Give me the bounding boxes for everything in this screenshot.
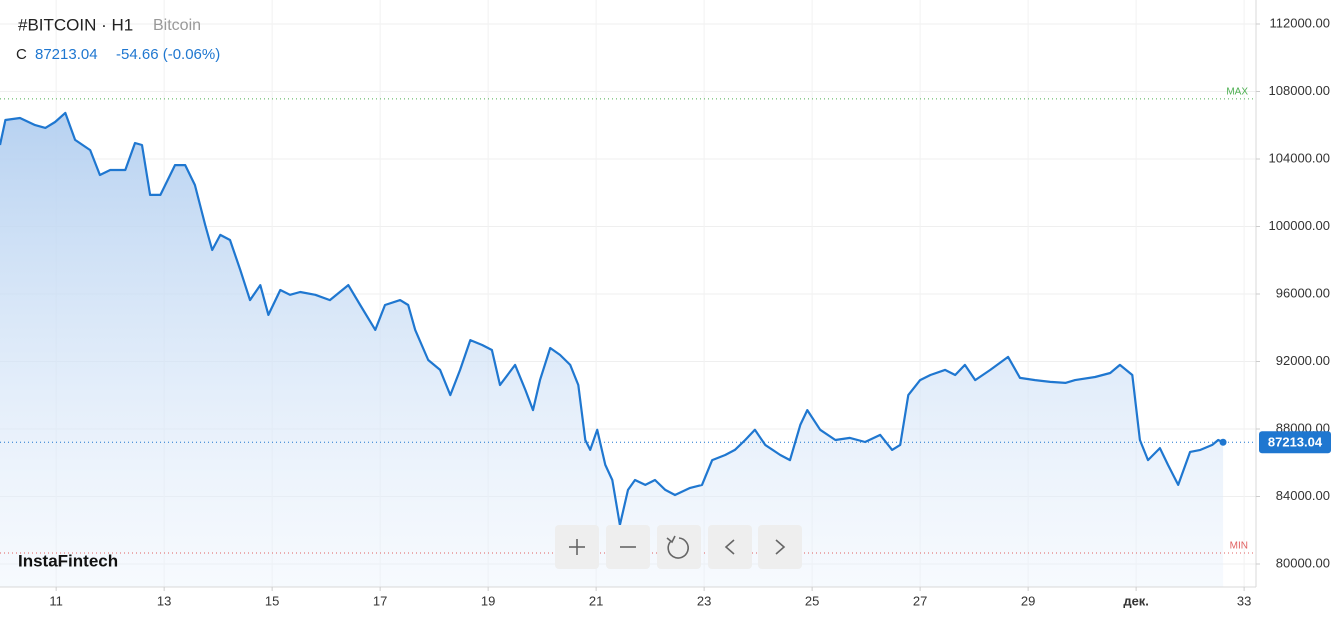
x-tick-label: 25 <box>805 593 819 608</box>
last-price-badge <box>1259 431 1331 454</box>
y-tick-label: 104000.00 <box>1269 150 1330 165</box>
y-tick-label: 92000.00 <box>1276 353 1330 368</box>
axes: 80000.0084000.0088000.0092000.0096000.00… <box>49 15 1331 608</box>
x-tick-label: 19 <box>481 593 495 608</box>
x-tick-label: 15 <box>265 593 279 608</box>
min-line-label: MIN <box>1230 541 1248 552</box>
last-price-label: 87213.04 <box>1268 435 1323 450</box>
chart-subtitle: Bitcoin <box>153 17 201 34</box>
change: -54.66 (-0.06%) <box>116 46 220 63</box>
last-point <box>1219 438 1227 446</box>
x-tick-label: 29 <box>1021 593 1035 608</box>
close-value: 87213.04 <box>35 46 98 63</box>
scroll-right-button[interactable] <box>758 525 802 569</box>
x-tick-label: дек. <box>1123 593 1149 608</box>
zoom-out-button[interactable] <box>606 525 650 569</box>
x-tick-label: 27 <box>913 593 927 608</box>
x-tick-label: 21 <box>589 593 603 608</box>
watermark: InstaFintech <box>18 551 118 570</box>
y-tick-label: 96000.00 <box>1276 285 1330 300</box>
x-tick-label: 23 <box>697 593 711 608</box>
close-prefix: C <box>16 46 27 63</box>
y-tick-label: 80000.00 <box>1276 555 1330 570</box>
plot: MAX MIN <box>0 87 1256 588</box>
zoom-controls <box>555 525 802 569</box>
zoom-in-button[interactable] <box>555 525 599 569</box>
max-line-label: MAX <box>1226 87 1248 98</box>
y-tick-label: 108000.00 <box>1269 83 1330 98</box>
x-tick-label: 13 <box>157 593 171 608</box>
x-tick-label: 33 <box>1237 593 1251 608</box>
y-tick-label: 112000.00 <box>1270 15 1331 30</box>
chart-title: #BITCOIN · H1 <box>18 15 133 34</box>
y-tick-label: 100000.00 <box>1269 218 1330 233</box>
x-tick-label: 11 <box>49 593 63 608</box>
area-fill <box>0 112 1224 588</box>
y-tick-label: 84000.00 <box>1276 488 1330 503</box>
reset-button[interactable] <box>657 525 701 569</box>
price-line <box>0 111 1224 527</box>
scroll-left-button[interactable] <box>708 525 752 569</box>
x-tick-label: 17 <box>373 593 387 608</box>
